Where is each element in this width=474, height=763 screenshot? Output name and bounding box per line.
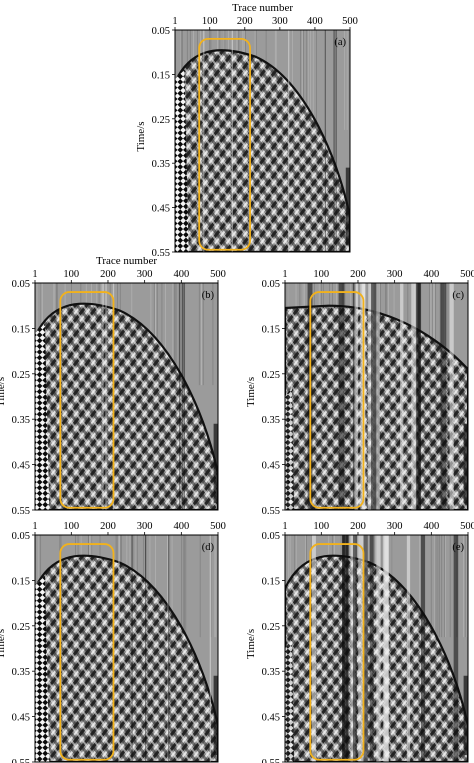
x-tick-label: 1 xyxy=(282,269,287,280)
x-tick-label: 1 xyxy=(32,521,37,532)
y-tick-label: 0.25 xyxy=(12,370,30,381)
x-tick-label: 200 xyxy=(100,269,116,280)
plot-frame-b xyxy=(34,282,219,511)
panel-a: 1 100 200 300 400 500 Trace number 0.05 0.15 0.25… xyxy=(135,0,375,260)
panel-e-svg: 1 100 200 300 400 500 0.05 0.15 0.25 0.35 0.45 0.55… xyxy=(245,521,474,763)
panel-label: (c) xyxy=(452,290,464,301)
seismic-section-c xyxy=(285,283,468,510)
x-tick-label: 100 xyxy=(202,16,218,27)
x-tick-label: 400 xyxy=(173,521,189,532)
panel-label: (e) xyxy=(452,542,464,553)
x-tick-label: 1 xyxy=(282,521,287,532)
y-tick-label: 0.15 xyxy=(12,576,30,587)
panel-a-svg: 1 100 200 300 400 500 Trace number 0.05 0.15 0.25… xyxy=(135,2,358,259)
y-tick-label: 0.55 xyxy=(152,248,170,259)
y-tick-label: 0.05 xyxy=(262,531,280,542)
x-tick-label: 500 xyxy=(210,269,226,280)
y-tick-label: 0.45 xyxy=(262,461,280,472)
panel-e: 1 100 200 300 400 500 0.05 0.15 0.25 0.35 0.45 0.55… xyxy=(237,513,474,763)
plot-frame-e xyxy=(284,534,469,763)
panel-c-svg: 1 100 200 300 400 500 0.05 0.15 0.25 0.35 0.45 0.55… xyxy=(245,269,474,517)
highlight-box-a xyxy=(198,37,251,251)
plot-frame-a xyxy=(174,29,351,253)
x-tick-label: 400 xyxy=(173,269,189,280)
x-tick-label: 500 xyxy=(460,269,474,280)
y-axis-title: Time/s xyxy=(0,377,7,407)
seismic-section-a xyxy=(175,30,350,252)
y-tick-label: 0.55 xyxy=(12,506,30,517)
x-tick-label: 1 xyxy=(172,16,177,27)
highlight-box-b xyxy=(59,291,115,509)
y-tick-label: 0.35 xyxy=(152,159,170,170)
highlight-box-c xyxy=(309,291,365,509)
y-tick-label: 0.35 xyxy=(12,667,30,678)
plot-frame-c xyxy=(284,282,469,511)
y-axis-title: Time/s xyxy=(245,377,257,407)
y-tick-label: 0.35 xyxy=(12,415,30,426)
x-tick-label: 300 xyxy=(387,521,403,532)
y-tick-label: 0.15 xyxy=(12,324,30,335)
y-tick-label: 0.45 xyxy=(12,461,30,472)
seismic-section-b xyxy=(35,283,218,510)
seismic-section-e xyxy=(285,535,468,762)
y-tick-label: 0.35 xyxy=(262,667,280,678)
y-axis-title: Time/s xyxy=(0,629,7,659)
y-tick-label: 0.05 xyxy=(152,26,170,37)
x-tick-label: 500 xyxy=(210,521,226,532)
x-tick-label: 200 xyxy=(350,521,366,532)
x-tick-label: 400 xyxy=(423,521,439,532)
panel-label: (a) xyxy=(334,37,346,48)
y-tick-label: 0.15 xyxy=(262,324,280,335)
x-tick-label: 200 xyxy=(237,16,253,27)
y-tick-label: 0.25 xyxy=(12,622,30,633)
panel-label: (d) xyxy=(202,542,215,553)
x-tick-label: 300 xyxy=(387,269,403,280)
panel-b-svg: 1 100 200 300 400 500 Trace number 0.05 0.15 0.25… xyxy=(0,255,226,517)
x-tick-label: 400 xyxy=(307,16,323,27)
x-tick-label: 100 xyxy=(313,521,329,532)
y-tick-label: 0.45 xyxy=(12,713,30,724)
y-tick-label: 0.05 xyxy=(12,279,30,290)
x-tick-label: 300 xyxy=(272,16,288,27)
y-tick-label: 0.55 xyxy=(262,758,280,763)
y-axis-title: Time/s xyxy=(135,121,147,151)
panel-d: 1 100 200 300 400 500 0.05 0.15 0.25 0.35 0.45 0.55… xyxy=(0,513,237,763)
y-tick-label: 0.25 xyxy=(262,622,280,633)
y-tick-label: 0.25 xyxy=(262,370,280,381)
highlight-box-d xyxy=(59,543,115,761)
panel-label: (b) xyxy=(202,290,215,301)
y-tick-label: 0.55 xyxy=(12,758,30,763)
x-tick-label: 500 xyxy=(460,521,474,532)
x-axis-title: Trace number xyxy=(232,2,293,14)
x-tick-label: 100 xyxy=(63,269,79,280)
x-tick-label: 100 xyxy=(313,269,329,280)
panel-b: 1 100 200 300 400 500 Trace number 0.05 0.15 0.25… xyxy=(0,253,237,517)
x-tick-label: 400 xyxy=(423,269,439,280)
y-axis-title: Time/s xyxy=(245,629,257,659)
y-tick-label: 0.35 xyxy=(262,415,280,426)
x-tick-label: 300 xyxy=(137,521,153,532)
x-tick-label: 1 xyxy=(32,269,37,280)
x-tick-label: 500 xyxy=(342,16,358,27)
y-tick-label: 0.55 xyxy=(262,506,280,517)
y-tick-label: 0.25 xyxy=(152,115,170,126)
y-tick-label: 0.45 xyxy=(152,204,170,215)
x-tick-label: 300 xyxy=(137,269,153,280)
y-tick-label: 0.45 xyxy=(262,713,280,724)
y-tick-label: 0.05 xyxy=(12,531,30,542)
highlight-box-e xyxy=(309,543,365,761)
x-axis-title: Trace number xyxy=(96,255,157,267)
x-tick-label: 200 xyxy=(350,269,366,280)
plot-frame-d xyxy=(34,534,219,763)
seismic-section-d xyxy=(35,535,218,762)
y-tick-label: 0.05 xyxy=(262,279,280,290)
x-tick-label: 100 xyxy=(63,521,79,532)
x-tick-label: 200 xyxy=(100,521,116,532)
panel-d-svg: 1 100 200 300 400 500 0.05 0.15 0.25 0.35 0.45 0.55… xyxy=(0,521,226,763)
panel-c: 1 100 200 300 400 500 0.05 0.15 0.25 0.35 0.45 0.55… xyxy=(237,253,474,517)
y-tick-label: 0.15 xyxy=(262,576,280,587)
y-tick-label: 0.15 xyxy=(152,70,170,81)
